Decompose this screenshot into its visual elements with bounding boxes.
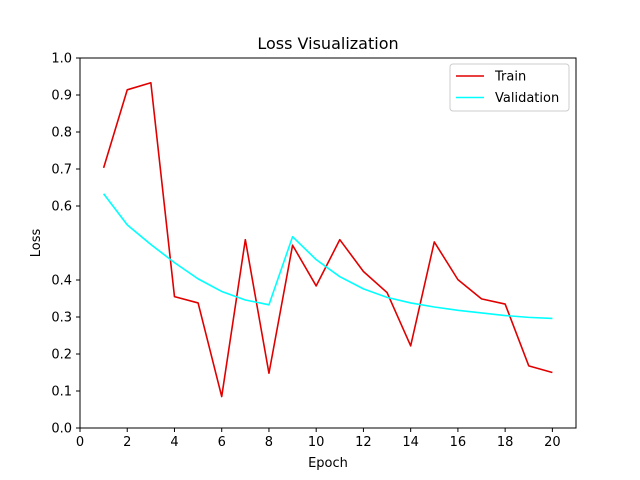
y-axis-title: Loss bbox=[29, 229, 44, 258]
series-line-train bbox=[102, 81, 553, 398]
x-tick-label: 2 bbox=[123, 435, 131, 450]
x-tick-label: 0 bbox=[76, 435, 84, 450]
y-tick-label: 0.1 bbox=[51, 385, 72, 400]
x-tick-label: 6 bbox=[218, 435, 226, 450]
x-tick-label: 10 bbox=[308, 435, 325, 450]
y-tick-label: 0.4 bbox=[51, 274, 72, 289]
y-tick-label: 0.2 bbox=[51, 348, 72, 363]
series-line-validation bbox=[102, 193, 553, 320]
series-lines bbox=[102, 81, 553, 398]
x-tick-label: 4 bbox=[170, 435, 178, 450]
y-tick-label: 0.7 bbox=[51, 163, 72, 178]
x-axis-title: Epoch bbox=[308, 456, 348, 471]
x-tick-label: 12 bbox=[355, 435, 372, 450]
y-axis-ticks: 0.0 0.1 0.2 0.3 0.4 0.6 0.7 0.8 0.9 1.0 bbox=[51, 52, 80, 437]
x-tick-label: 8 bbox=[265, 435, 273, 450]
y-tick-label: 0.8 bbox=[51, 126, 72, 141]
legend-label-train: Train bbox=[494, 70, 526, 85]
y-tick-label: 0.3 bbox=[51, 311, 72, 326]
plot-area-frame bbox=[79, 57, 577, 429]
y-tick-label: 1.0 bbox=[51, 52, 72, 67]
x-tick-label: 14 bbox=[402, 435, 419, 450]
y-tick-label: 0.9 bbox=[51, 89, 72, 104]
chart-title: Loss Visualization bbox=[257, 34, 398, 53]
x-axis-ticks: 0 2 4 6 8 10 12 14 16 18 20 bbox=[76, 428, 561, 450]
legend-label-validation: Validation bbox=[495, 91, 559, 106]
legend: Train Validation bbox=[449, 63, 570, 112]
x-tick-label: 20 bbox=[544, 435, 561, 450]
x-tick-label: 18 bbox=[497, 435, 514, 450]
x-tick-label: 16 bbox=[450, 435, 467, 450]
y-tick-label: 0.0 bbox=[51, 422, 72, 437]
y-tick-label: 0.6 bbox=[51, 200, 72, 215]
